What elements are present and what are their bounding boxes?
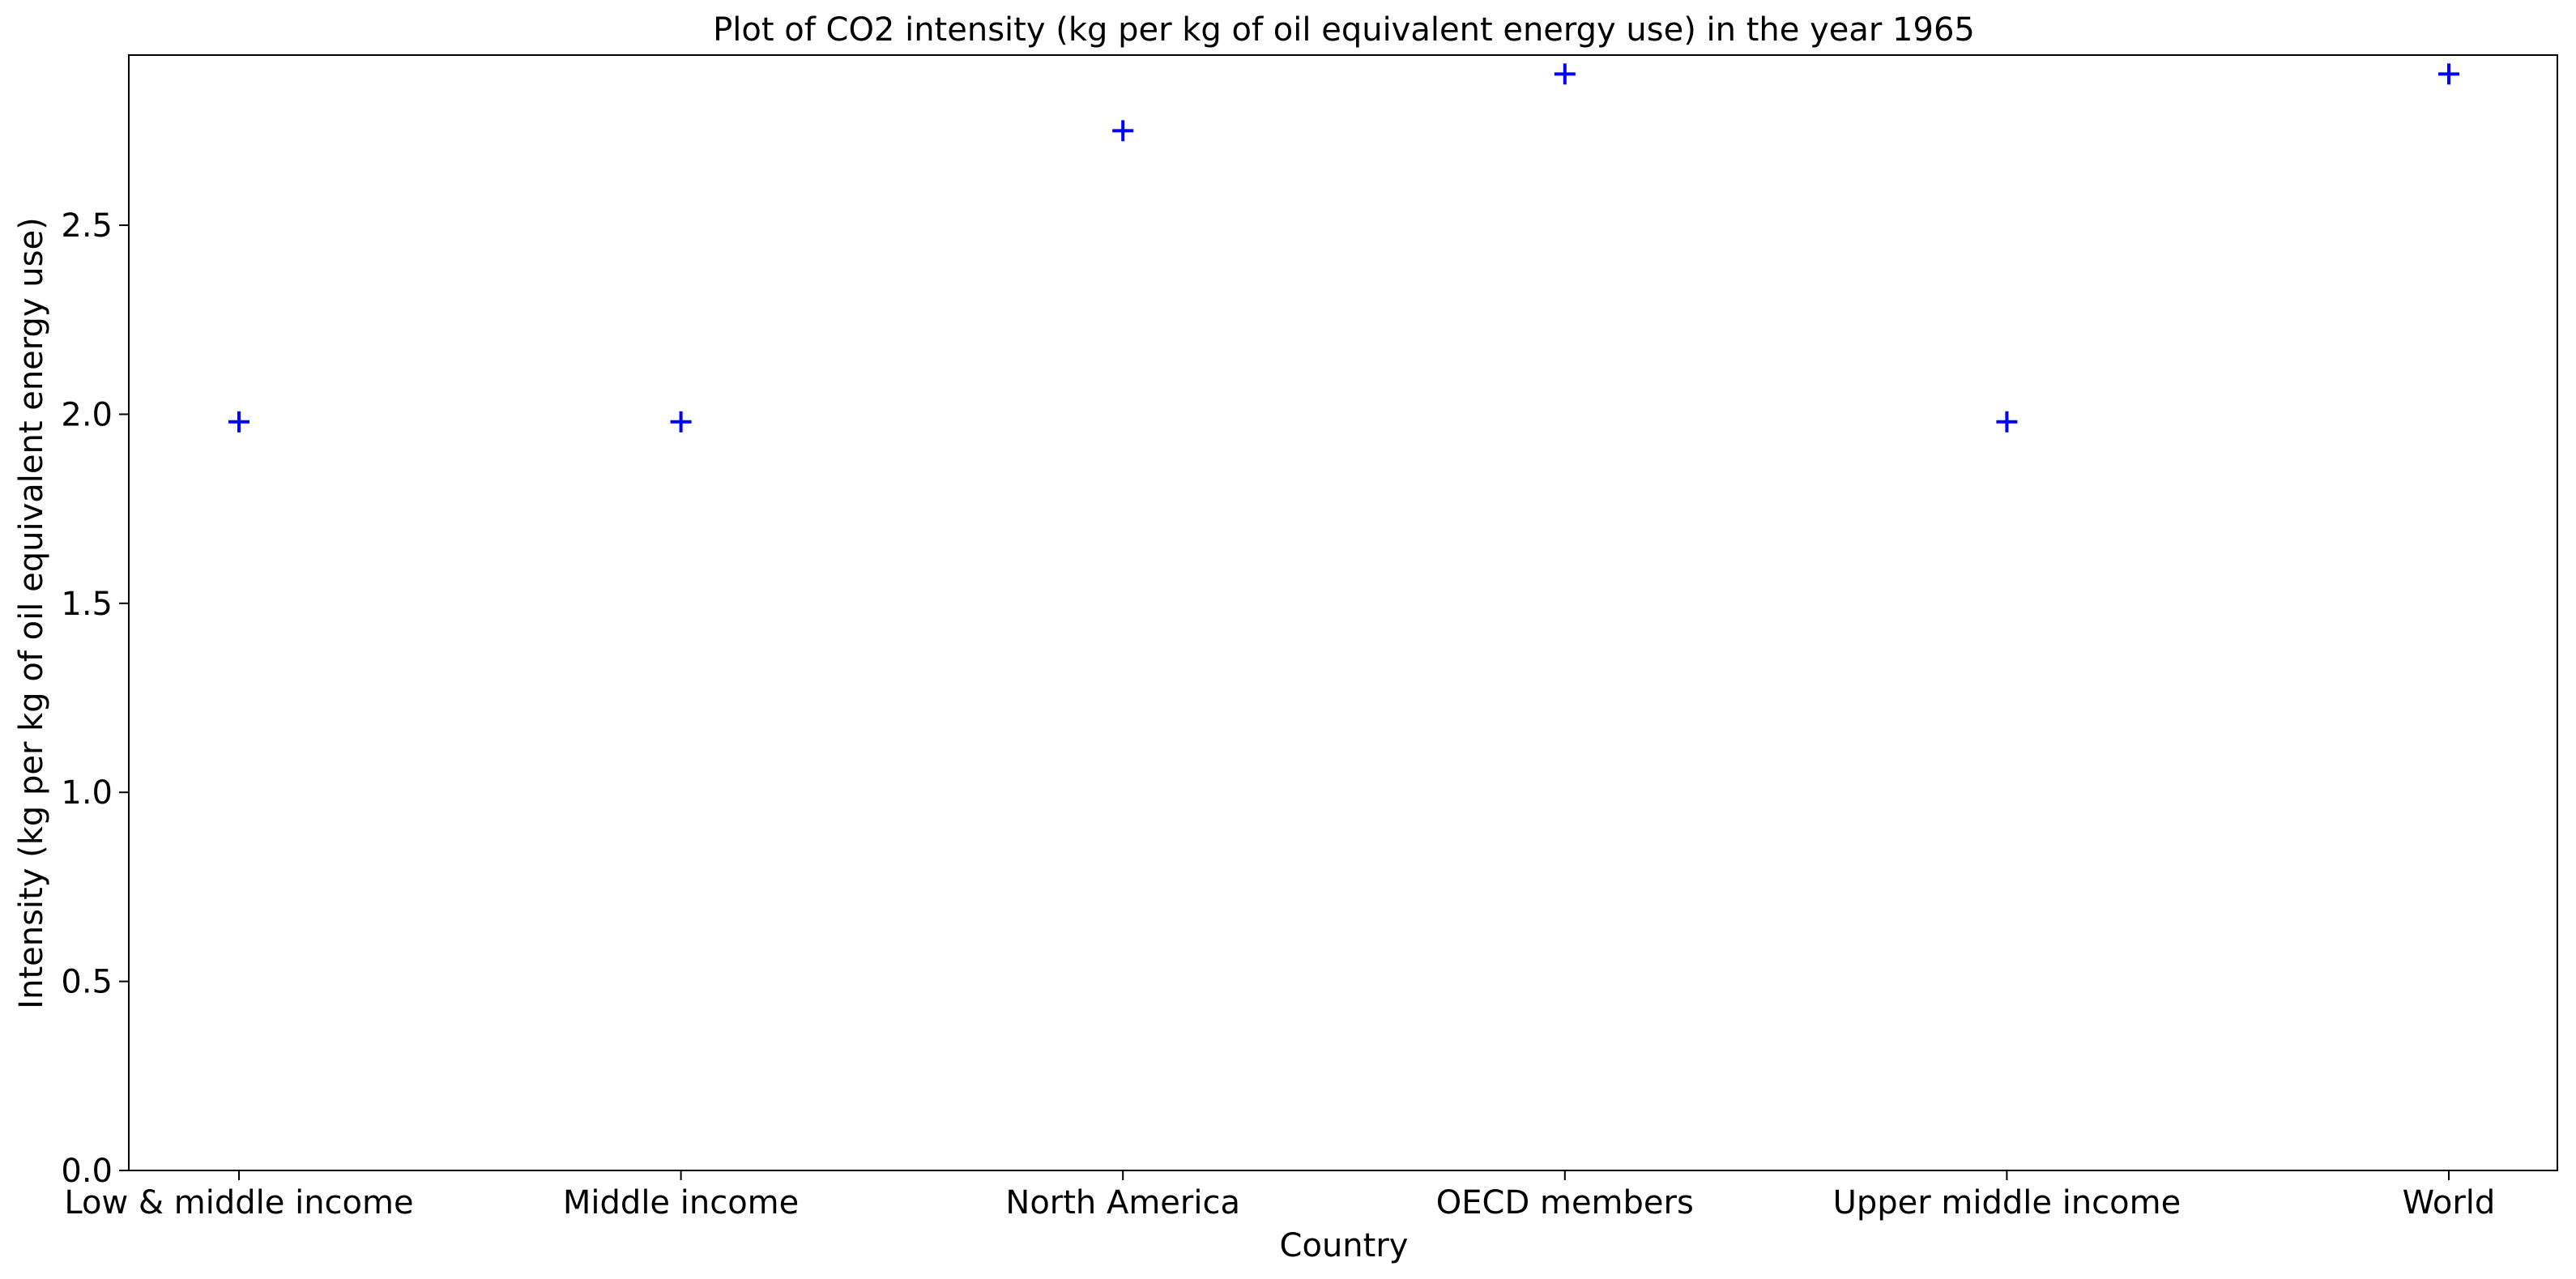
- y-tick-label: 2.5: [61, 207, 113, 245]
- y-tick-label: 1.0: [61, 774, 113, 812]
- x-tick-label: North America: [1005, 1184, 1240, 1221]
- plot-frame: [128, 54, 2558, 1171]
- data-point: [228, 411, 249, 433]
- y-tick-label: 0.0: [61, 1153, 113, 1190]
- data-point: [670, 411, 692, 433]
- data-point: [1996, 411, 2018, 433]
- y-axis-label: Intensity (kg per kg of oil equivalent e…: [13, 217, 50, 1008]
- x-tick-label: World: [2403, 1184, 2496, 1221]
- y-tick-label: 2.0: [61, 396, 113, 433]
- data-points: [228, 63, 2459, 433]
- chart-title: Plot of CO2 intensity (kg per kg of oil …: [713, 11, 1975, 49]
- x-axis-label: Country: [1280, 1227, 1409, 1264]
- data-point: [1554, 63, 1576, 85]
- x-tick-label: Middle income: [563, 1184, 799, 1221]
- x-tick-label: OECD members: [1436, 1184, 1694, 1221]
- x-tick-label: Upper middle income: [1833, 1184, 2181, 1221]
- y-tick-label: 0.5: [61, 964, 113, 1001]
- x-axis: Low & middle income Middle income North Am…: [64, 1170, 2495, 1221]
- data-point: [1112, 120, 1134, 142]
- y-axis: 0.0 0.5 1.0 1.5 2.0 2.5: [61, 207, 129, 1190]
- y-tick-label: 1.5: [61, 586, 113, 623]
- x-tick-label: Low & middle income: [64, 1184, 413, 1221]
- data-point: [2438, 63, 2459, 85]
